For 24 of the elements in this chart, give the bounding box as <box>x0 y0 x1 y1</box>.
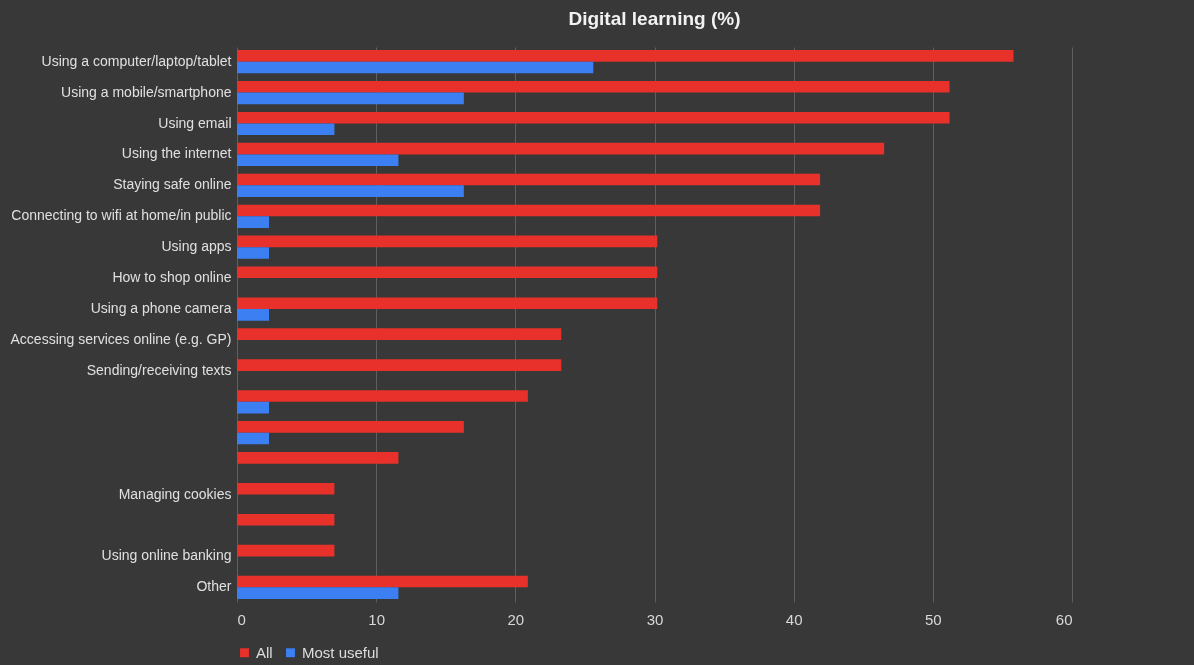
y-tick-label: Using online banking <box>101 547 232 564</box>
x-tick-label: 50 <box>924 610 942 628</box>
y-tick-label: Using email <box>158 114 232 131</box>
x-tick-label: 20 <box>507 610 525 628</box>
y-tick-label: Sending/receiving texts <box>86 361 232 378</box>
y-tick-label: Staying safe online <box>113 176 232 193</box>
legend-label: Most useful <box>302 643 379 661</box>
chart-title: Digital learning (%) <box>568 8 741 29</box>
x-tick-label: 30 <box>646 610 664 628</box>
y-tick-label: Managing cookies <box>118 485 232 502</box>
x-tick-label: 0 <box>237 610 246 628</box>
y-tick-label: Using a phone camera <box>90 300 232 317</box>
y-tick-label: Using the internet <box>121 145 232 162</box>
y-tick-label: How to shop online <box>112 269 232 286</box>
y-tick-label: Using apps <box>161 238 232 255</box>
y-tick-label: Other <box>196 578 232 595</box>
x-tick-label: 40 <box>785 610 803 628</box>
y-tick-label: Using a mobile/smartphone <box>61 83 232 100</box>
y-tick-label: Accessing services online (e.g. GP) <box>10 330 232 347</box>
y-tick-label: Using a computer/laptop/tablet <box>41 52 232 69</box>
x-tick-label: 60 <box>1055 610 1073 628</box>
x-tick-label: 10 <box>368 610 386 628</box>
legend-label: All <box>256 643 273 661</box>
y-tick-label: Connecting to wifi at home/in public <box>11 207 232 224</box>
